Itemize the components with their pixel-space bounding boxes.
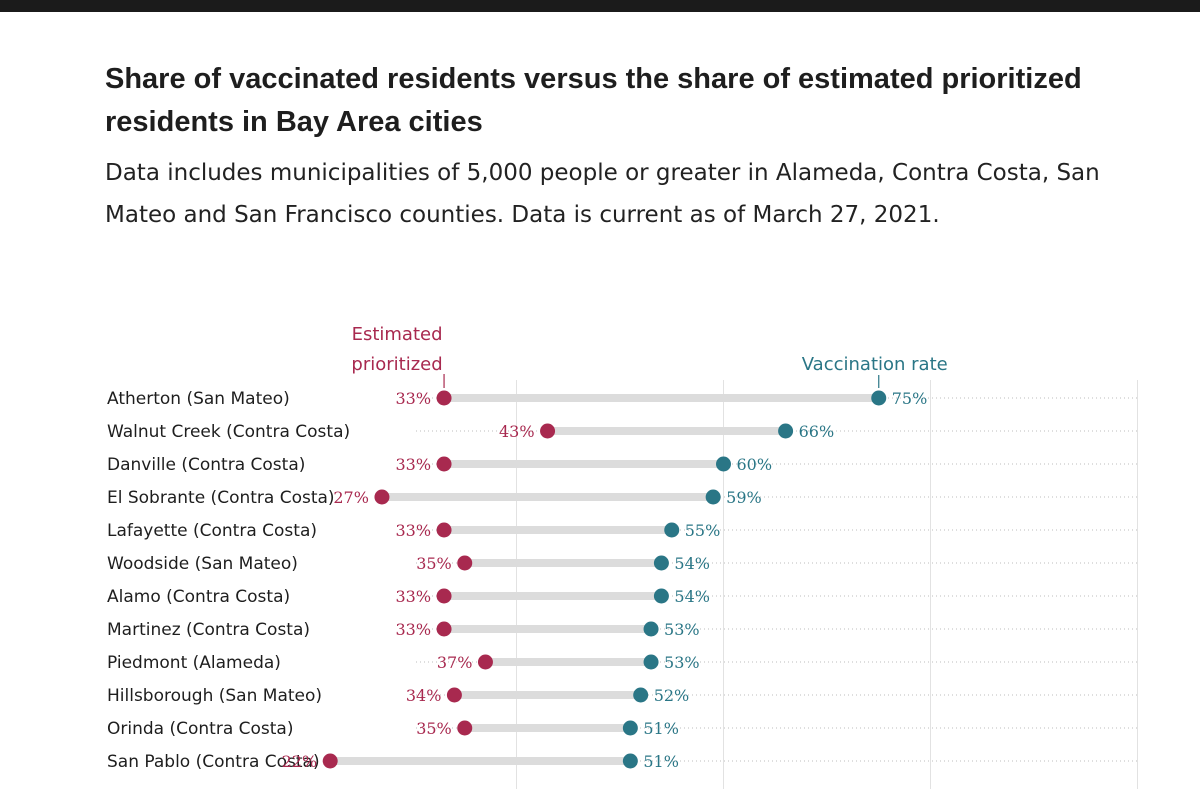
vaccination-dot (716, 456, 731, 472)
row-label: Hillsborough (San Mateo) (107, 686, 322, 706)
vaccination-value-label: 54% (674, 587, 710, 606)
vaccination-value-label: 53% (664, 653, 700, 672)
vaccination-dot (653, 555, 669, 571)
row-label: Danville (Contra Costa) (107, 455, 305, 475)
vaccination-dot (705, 489, 721, 505)
prioritized-value-label: 34% (406, 686, 442, 705)
prioritized-value-label: 27% (333, 488, 369, 507)
vaccination-value-label: 60% (737, 455, 773, 474)
row-label: San Pablo (Contra Costa) (107, 752, 320, 772)
row-label: Woodside (San Mateo) (107, 554, 298, 574)
vaccination-value-label: 66% (799, 422, 835, 441)
prioritized-dot (436, 456, 452, 472)
vaccination-value-label: 53% (664, 620, 700, 639)
vaccination-dot (778, 423, 794, 439)
chart-subtitle: Data includes municipalities of 5,000 pe… (105, 160, 1100, 228)
vaccination-dot (664, 522, 680, 538)
legend-vaccination-label: Vaccination rate (802, 354, 948, 375)
row-label: Martinez (Contra Costa) (107, 620, 310, 640)
vaccination-value-label: 52% (654, 686, 690, 705)
vaccination-dot (643, 654, 659, 670)
prioritized-value-label: 33% (395, 521, 431, 540)
prioritized-value-label: 33% (395, 455, 431, 474)
legend-prioritized-line2: prioritized (351, 354, 442, 375)
top-bar (0, 0, 1200, 12)
prioritized-dot (540, 423, 556, 439)
vaccination-value-label: 54% (674, 554, 710, 573)
vaccination-dot (633, 687, 649, 703)
row-label: El Sobrante (Contra Costa) (107, 488, 335, 508)
prioritized-dot (457, 720, 473, 736)
vaccination-value-label: 51% (643, 719, 679, 738)
row-label: Walnut Creek (Contra Costa) (107, 422, 350, 442)
vaccination-dot (871, 390, 887, 406)
vaccination-value-label: 55% (685, 521, 721, 540)
prioritized-value-label: 33% (395, 587, 431, 606)
prioritized-value-label: 33% (395, 620, 431, 639)
row-label: Lafayette (Contra Costa) (107, 521, 317, 541)
row-label: Orinda (Contra Costa) (107, 719, 293, 739)
prioritized-value-label: 33% (395, 389, 431, 408)
prioritized-dot (477, 654, 493, 670)
prioritized-value-label: 43% (499, 422, 535, 441)
row-label: Alamo (Contra Costa) (107, 587, 290, 607)
row-label: Atherton (San Mateo) (107, 389, 290, 409)
vaccination-value-label: 59% (726, 488, 762, 507)
vaccination-dot (643, 621, 659, 637)
legend-prioritized-line1: Estimated (352, 324, 443, 345)
vaccination-value-label: 51% (643, 752, 679, 771)
vaccination-dot (622, 753, 638, 769)
prioritized-value-label: 35% (416, 554, 452, 573)
prioritized-value-label: 22% (282, 752, 318, 771)
prioritized-dot (436, 621, 452, 637)
chart-title: Share of vaccinated residents versus the… (105, 63, 1082, 138)
prioritized-dot (436, 588, 452, 604)
prioritized-dot (446, 687, 462, 703)
prioritized-dot (457, 555, 473, 571)
prioritized-value-label: 35% (416, 719, 452, 738)
prioritized-value-label: 37% (437, 653, 473, 672)
vaccination-dot (653, 588, 669, 604)
prioritized-dot (436, 390, 452, 406)
prioritized-dot (374, 489, 390, 505)
prioritized-dot (436, 522, 452, 538)
row-label: Piedmont (Alameda) (107, 653, 281, 673)
vaccination-value-label: 75% (892, 389, 928, 408)
prioritized-dot (322, 753, 338, 769)
vaccination-dot (622, 720, 638, 736)
